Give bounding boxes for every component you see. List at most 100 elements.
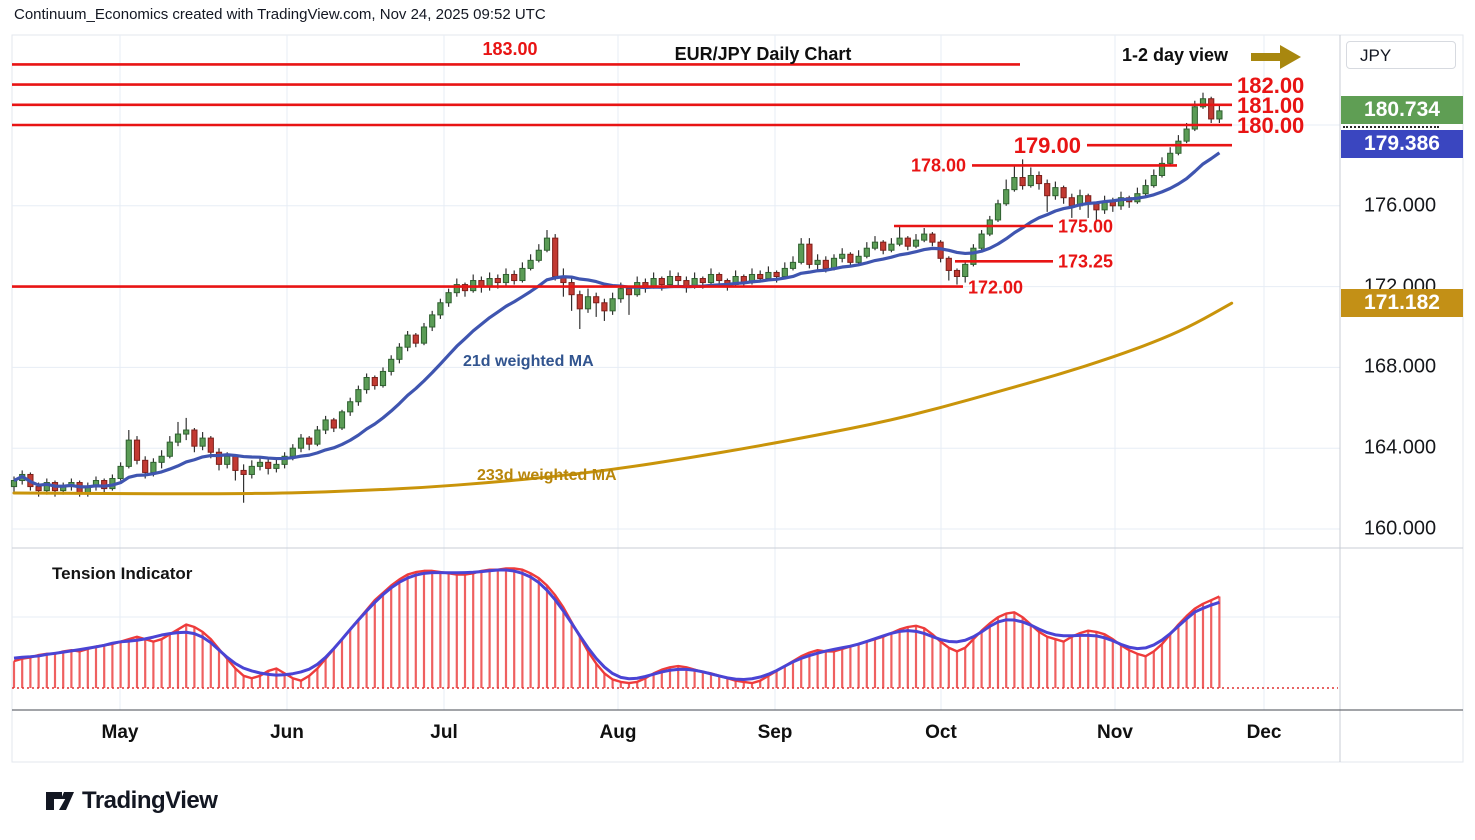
candle-down	[675, 276, 682, 282]
price-badge: 179.386	[1341, 130, 1463, 158]
candle-up	[1183, 128, 1190, 142]
tradingview-logo-icon[interactable]	[44, 785, 76, 817]
tension-indicator-label: Tension Indicator	[52, 564, 193, 583]
candle-up	[396, 346, 403, 360]
candle-up	[502, 273, 510, 284]
candle-up	[617, 288, 624, 300]
candle-up	[962, 263, 969, 278]
candle-down	[1019, 177, 1026, 187]
candle-up	[707, 273, 715, 284]
candle-up	[125, 439, 132, 467]
candle-down	[1093, 203, 1100, 211]
ma233-label: 233d weighted MA	[477, 467, 617, 484]
candle-down	[576, 294, 583, 310]
candle-down	[191, 429, 198, 447]
candle-up	[1142, 185, 1149, 195]
candle-down	[494, 278, 501, 284]
candle-down	[1208, 98, 1215, 120]
candle-down	[945, 257, 952, 271]
price-chart-canvas[interactable]	[0, 0, 1475, 775]
level-label: 183.00	[482, 39, 538, 60]
tension-line	[13, 567, 1220, 685]
candle-up	[519, 267, 526, 282]
candle-up	[199, 437, 206, 447]
candle-up	[888, 243, 895, 251]
level-label: 172.00	[968, 277, 1024, 298]
currency-axis-selector[interactable]: JPY	[1346, 41, 1456, 69]
level-label: 173.25	[1058, 251, 1114, 272]
candle-down	[1044, 183, 1051, 197]
candle-down	[625, 288, 633, 296]
candle-up	[183, 429, 190, 435]
candle-up	[798, 243, 805, 263]
candle-up	[896, 237, 903, 245]
candle-up	[150, 461, 157, 473]
candle-up	[224, 455, 231, 465]
candle-up	[970, 247, 977, 265]
candle-up	[1167, 152, 1174, 164]
x-axis-month-label: Jun	[270, 722, 304, 743]
level-label: 175.00	[1058, 216, 1114, 237]
candle-up	[388, 358, 395, 372]
candle-down	[35, 486, 42, 492]
candle-up	[1117, 197, 1125, 207]
level-label: 181.00	[1237, 92, 1305, 118]
candle-down	[1035, 175, 1043, 185]
candle-down	[142, 459, 149, 473]
ma233-line	[12, 301, 1234, 496]
candle-down	[207, 437, 214, 453]
candle-up	[1150, 175, 1157, 187]
level-label: 182.00	[1237, 72, 1305, 98]
x-axis-month-label: Sep	[757, 722, 793, 743]
chart-title: EUR/JPY Daily Chart	[674, 44, 852, 64]
candle-up	[1158, 162, 1166, 177]
ma21-label: 21d weighted MA	[463, 353, 594, 370]
x-axis-month-label: May	[101, 722, 139, 743]
candle-up	[437, 302, 444, 316]
candle-up	[166, 441, 173, 457]
candle-up	[429, 314, 436, 328]
candle-up	[527, 259, 534, 269]
x-axis-month-label: Dec	[1246, 722, 1282, 743]
candle-up	[281, 455, 288, 465]
candle-up	[609, 298, 616, 312]
candle-down	[847, 253, 854, 263]
candle-up	[256, 461, 264, 467]
y-axis-tick-label: 168.000	[1363, 355, 1437, 378]
candle-up	[1027, 175, 1034, 187]
x-axis-month-label: Nov	[1097, 722, 1133, 743]
candle-down	[880, 241, 887, 251]
candle-down	[265, 461, 272, 469]
candle-down	[716, 273, 723, 282]
candle-down	[593, 296, 600, 304]
candle-down	[953, 269, 961, 278]
credit-line: Continuum_Economics created with Trading…	[14, 6, 546, 23]
candle-up	[43, 482, 50, 492]
level-label: 179.00	[1013, 133, 1081, 159]
y-axis-tick-label: 176.000	[1363, 194, 1437, 217]
candle-up	[404, 334, 411, 348]
candle-up	[789, 261, 797, 269]
candle-up	[1191, 106, 1198, 130]
candle-down	[330, 419, 337, 429]
candle-up	[453, 284, 460, 294]
candle-up	[248, 465, 255, 475]
candle-up	[1052, 187, 1059, 197]
candle-up	[174, 433, 182, 443]
candle-up	[839, 253, 846, 259]
level-label: 178.00	[910, 155, 966, 176]
candle-up	[535, 249, 542, 261]
candle-up	[666, 276, 674, 286]
y-axis-tick-label: 164.000	[1363, 436, 1437, 459]
candle-down	[215, 451, 223, 465]
candle-up	[322, 419, 329, 431]
candle-up	[912, 239, 920, 247]
candle-up	[338, 411, 346, 429]
candle-down	[240, 469, 247, 475]
tradingview-brand-text[interactable]: TradingView	[82, 787, 218, 814]
tension-signal-line	[13, 568, 1220, 681]
candle-up	[289, 447, 296, 457]
candle-up	[584, 296, 592, 310]
candle-up	[297, 437, 305, 449]
candle-down	[929, 233, 936, 243]
